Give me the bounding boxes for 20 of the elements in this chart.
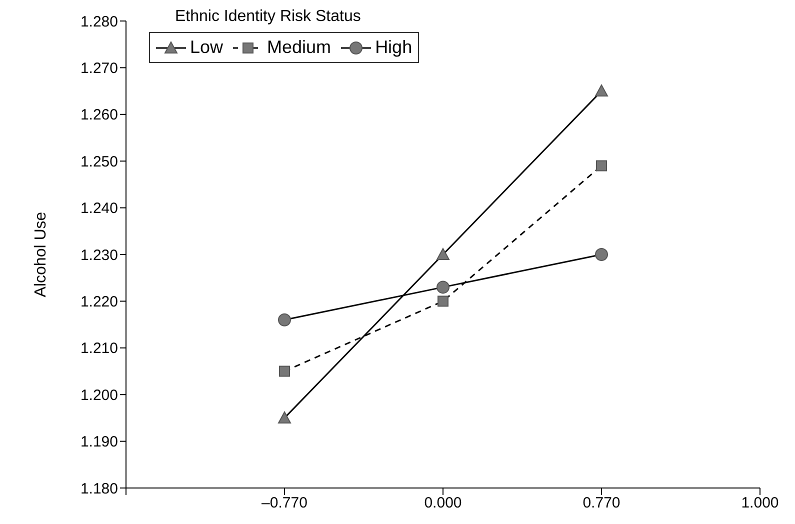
- x-tick-label: 0.770: [582, 494, 620, 512]
- y-tick-label: 1.190: [80, 434, 118, 451]
- legend-label: Medium: [267, 37, 332, 58]
- legend-label: High: [375, 37, 412, 58]
- y-tick-label: 1.270: [80, 60, 118, 78]
- y-axis-title: Alcohol Use: [32, 212, 50, 298]
- x-tick-label: 0.000: [424, 494, 462, 512]
- y-tick-label: 1.280: [80, 13, 118, 30]
- legend-label: Low: [190, 37, 224, 58]
- y-tick-label: 1.200: [80, 386, 118, 404]
- y-tick-label: 1.240: [80, 200, 118, 218]
- legend-title: Ethnic Identity Risk Status: [175, 8, 362, 26]
- y-tick-label: 1.210: [80, 340, 118, 358]
- y-tick-label: 1.260: [80, 106, 118, 124]
- x-tick-label: 1.000: [741, 494, 779, 512]
- y-tick-label: 1.180: [80, 480, 118, 498]
- x-tick-label: –0.770: [262, 494, 308, 512]
- y-tick-label: 1.230: [80, 246, 118, 264]
- y-tick-label: 1.250: [80, 153, 118, 170]
- y-tick-label: 1.220: [80, 294, 118, 311]
